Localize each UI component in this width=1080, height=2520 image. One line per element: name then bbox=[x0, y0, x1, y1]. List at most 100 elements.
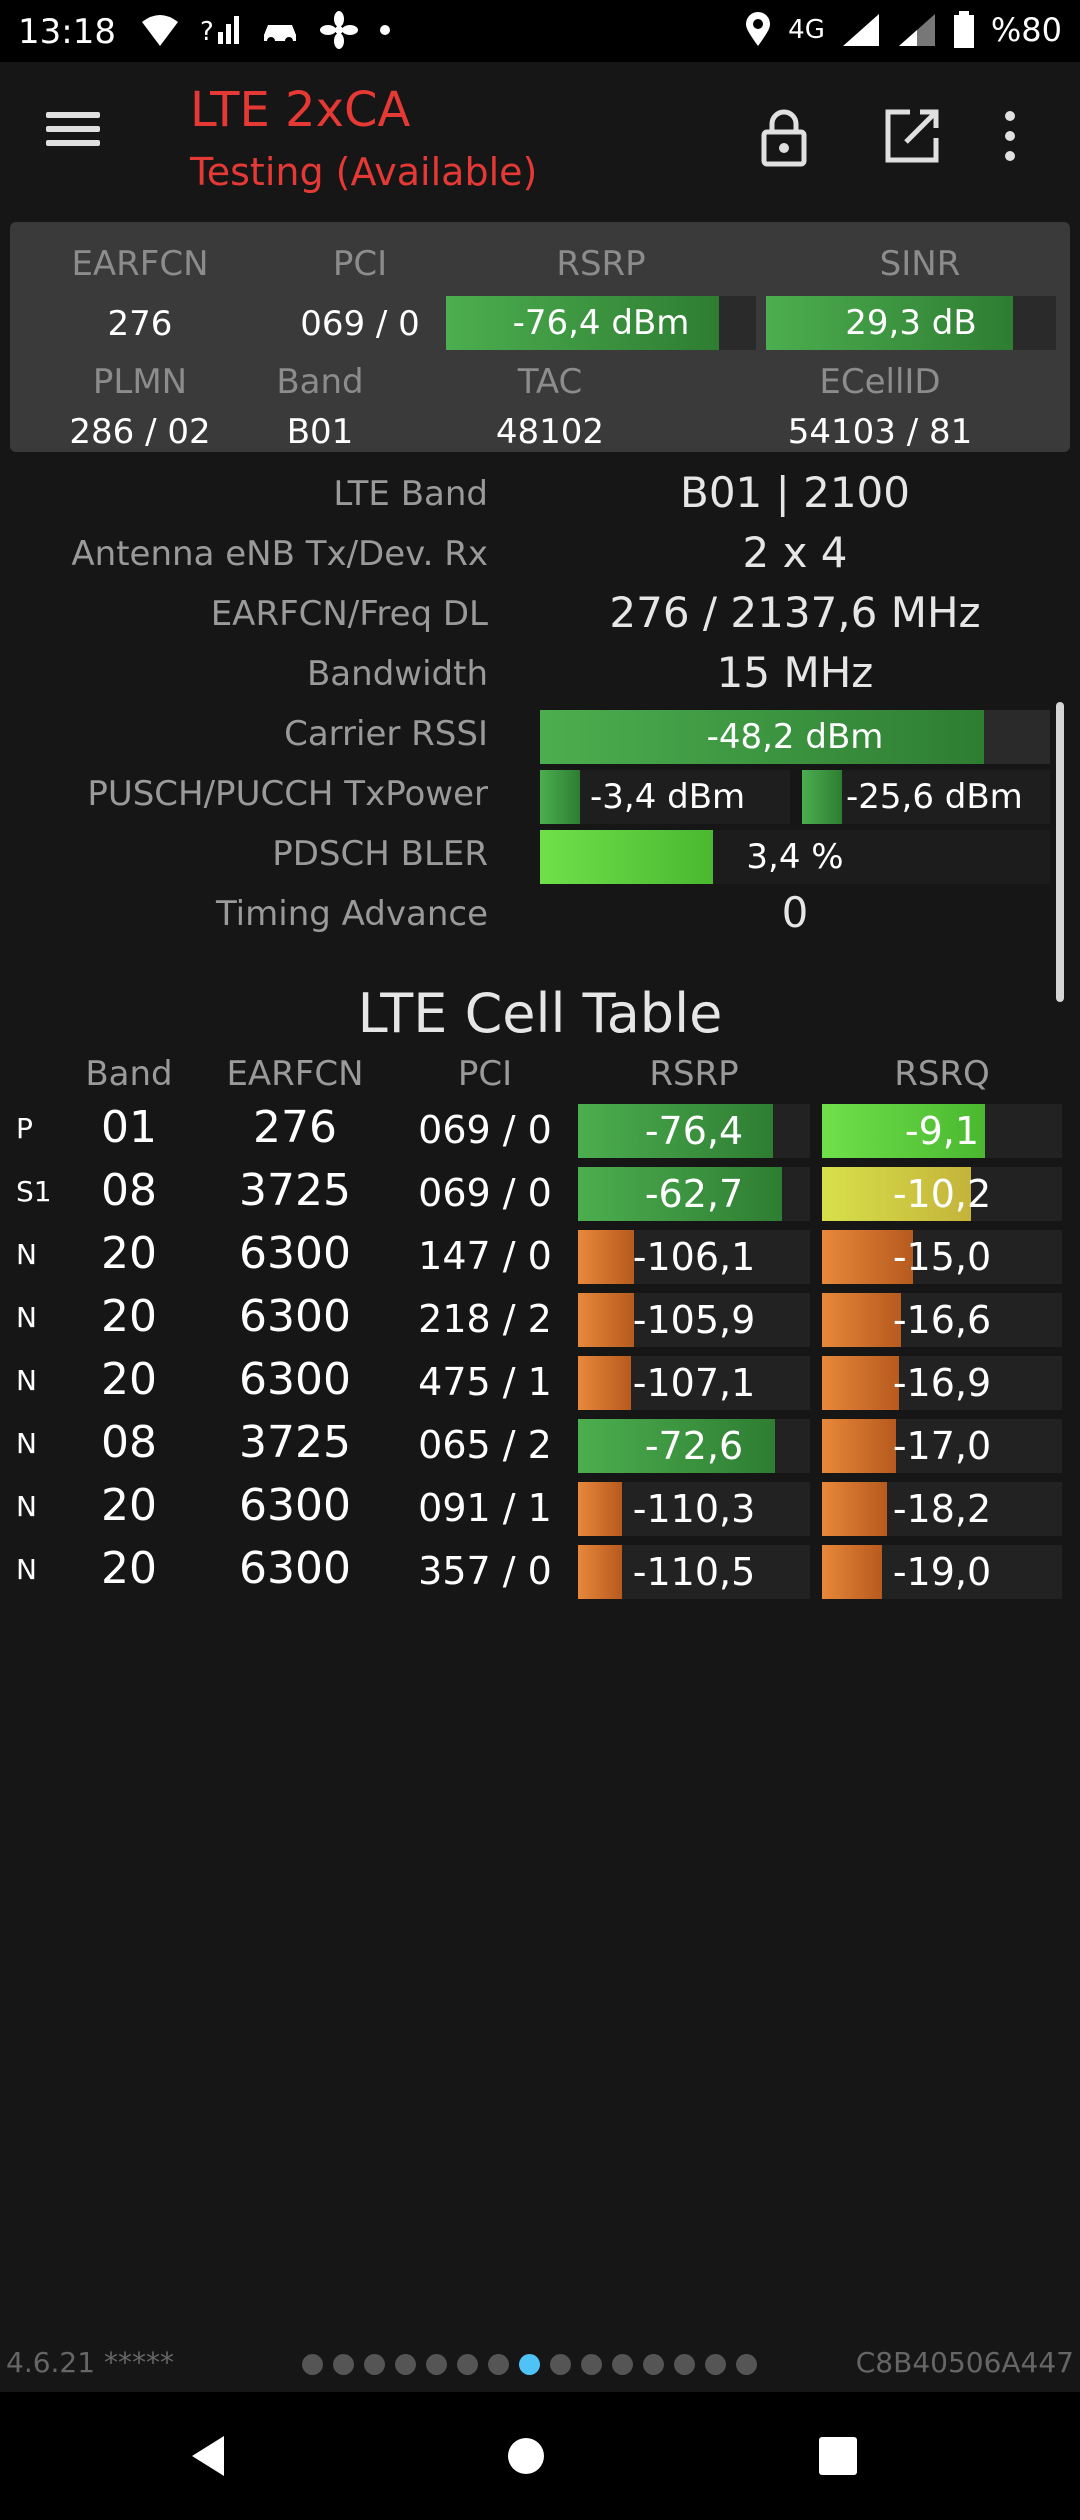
cell-rsrq-bar: -15,0 bbox=[822, 1230, 1062, 1284]
back-button[interactable] bbox=[176, 2422, 244, 2490]
cell-rsrq-bar: -16,9 bbox=[822, 1356, 1062, 1410]
cell-band: 20 bbox=[101, 1543, 157, 1594]
page-dot[interactable] bbox=[612, 2354, 633, 2375]
cell-pci: 475 / 1 bbox=[418, 1360, 552, 1404]
col-band-header: Band bbox=[85, 1054, 173, 1094]
col-pci-header: PCI bbox=[457, 1054, 513, 1094]
cell-rsrp-bar: -110,3 bbox=[578, 1482, 810, 1536]
status-time: 13:18 bbox=[18, 12, 116, 52]
footer: 4.6.21 ***** C8B40506A447 bbox=[0, 2340, 1080, 2392]
cell-type: P bbox=[16, 1112, 33, 1145]
page-dot[interactable] bbox=[550, 2354, 571, 2375]
page-dot[interactable] bbox=[736, 2354, 757, 2375]
page-dot[interactable] bbox=[333, 2354, 354, 2375]
table-row: N 08 3725 065 / 2 -72,6 -17,0 bbox=[0, 1415, 1080, 1477]
cell-pci: 357 / 0 bbox=[418, 1549, 552, 1593]
cell-rsrq-value: -15,0 bbox=[892, 1235, 992, 1279]
cell-rsrp-fill bbox=[578, 1356, 632, 1410]
cell-pci: 069 / 0 bbox=[418, 1108, 552, 1152]
cell-rsrq-value: -19,0 bbox=[892, 1550, 992, 1594]
table-row: N 20 6300 147 / 0 -106,1 -15,0 bbox=[0, 1226, 1080, 1288]
page-dot-active[interactable] bbox=[519, 2354, 540, 2375]
battery-level: %80 bbox=[990, 11, 1062, 49]
carrier-rssi-fill bbox=[540, 710, 984, 764]
pusch-power-bar: -3,4 dBm bbox=[540, 770, 790, 824]
page-dot[interactable] bbox=[488, 2354, 509, 2375]
battery-icon bbox=[953, 11, 975, 49]
menu-button[interactable] bbox=[36, 104, 110, 164]
lock-icon bbox=[761, 109, 807, 167]
back-icon bbox=[192, 2436, 224, 2476]
scroll-indicator[interactable] bbox=[1056, 702, 1064, 1002]
home-icon bbox=[508, 2438, 544, 2474]
table-row: N 20 6300 475 / 1 -107,1 -16,9 bbox=[0, 1352, 1080, 1414]
summary-rsrp-fill bbox=[446, 296, 719, 350]
bler-value: 3,4 % bbox=[746, 837, 844, 877]
table-row: N 20 6300 357 / 0 -110,5 -19,0 bbox=[0, 1541, 1080, 1603]
antenna-value: 2 x 4 bbox=[742, 528, 848, 577]
summary-tac-header: TAC bbox=[517, 362, 583, 402]
cell-rsrp-value: -110,3 bbox=[632, 1487, 756, 1531]
lte-band-value: B01 | 2100 bbox=[680, 468, 910, 517]
cell-rsrp-value: -105,9 bbox=[632, 1298, 756, 1342]
page-dot[interactable] bbox=[302, 2354, 323, 2375]
cell-rsrq-value: -16,9 bbox=[892, 1361, 992, 1405]
summary-tac-value: 48102 bbox=[495, 412, 605, 452]
network-type: 4G bbox=[788, 15, 825, 45]
timing-advance-label: Timing Advance bbox=[215, 894, 488, 934]
page-dot[interactable] bbox=[674, 2354, 695, 2375]
summary-panel: EARFCN PCI RSRP SINR 276 069 / 0 -76,4 d… bbox=[10, 222, 1070, 452]
summary-rsrp-bar: -76,4 dBm bbox=[446, 296, 756, 350]
cell-rsrp-bar: -62,7 bbox=[578, 1167, 810, 1221]
summary-earfcn-value: 276 bbox=[107, 304, 173, 344]
home-button[interactable] bbox=[492, 2422, 560, 2490]
page-dot[interactable] bbox=[395, 2354, 416, 2375]
cell-band: 20 bbox=[101, 1480, 157, 1531]
cell-rsrp-value: -62,7 bbox=[644, 1172, 744, 1216]
cell-rsrp-value: -76,4 bbox=[644, 1109, 744, 1153]
cell-rsrq-fill bbox=[822, 1419, 897, 1473]
app-bar: LTE 2xCA Testing (Available) bbox=[0, 62, 1080, 212]
page-dot[interactable] bbox=[457, 2354, 478, 2375]
summary-sinr-fill bbox=[766, 296, 1013, 350]
recents-button[interactable] bbox=[804, 2422, 872, 2490]
cell-pci: 147 / 0 bbox=[418, 1234, 552, 1278]
cell-rsrq-value: -9,1 bbox=[904, 1109, 980, 1153]
summary-band-value: B01 bbox=[286, 412, 354, 452]
cell-rsrp-fill bbox=[578, 1104, 773, 1158]
open-external-button[interactable] bbox=[880, 104, 944, 168]
cell-band: 08 bbox=[101, 1417, 157, 1468]
more-options-button[interactable] bbox=[990, 104, 1030, 168]
status-bar: 13:18 ? 4G %80 bbox=[0, 0, 1080, 62]
page-dot[interactable] bbox=[581, 2354, 602, 2375]
cell-pci: 065 / 2 bbox=[418, 1423, 552, 1467]
page-dot[interactable] bbox=[705, 2354, 726, 2375]
summary-pci-value: 069 / 0 bbox=[300, 304, 420, 344]
cell-rsrp-fill bbox=[578, 1545, 623, 1599]
car-icon bbox=[260, 15, 300, 45]
table-row: N 20 6300 218 / 2 -105,9 -16,6 bbox=[0, 1289, 1080, 1351]
page-dot[interactable] bbox=[426, 2354, 447, 2375]
cell-rsrq-value: -16,6 bbox=[892, 1298, 992, 1342]
table-row: P 01 276 069 / 0 -76,4 -9,1 bbox=[0, 1100, 1080, 1162]
recents-icon bbox=[819, 2437, 857, 2475]
cell-rsrp-fill bbox=[578, 1293, 634, 1347]
cell-rsrp-bar: -106,1 bbox=[578, 1230, 810, 1284]
cell-band: 20 bbox=[101, 1354, 157, 1405]
cell-rsrp-value: -110,5 bbox=[632, 1550, 756, 1594]
bler-label: PDSCH BLER bbox=[272, 834, 488, 874]
app-title: LTE 2xCA bbox=[190, 82, 411, 138]
signal-icon-2 bbox=[897, 12, 937, 48]
bandwidth-value: 15 MHz bbox=[716, 648, 874, 697]
cell-band: 20 bbox=[101, 1291, 157, 1342]
menu-icon bbox=[46, 112, 100, 118]
cell-rsrq-value: -17,0 bbox=[892, 1424, 992, 1468]
page-dot[interactable] bbox=[364, 2354, 385, 2375]
app-version: 4.6.21 ***** bbox=[6, 2346, 174, 2379]
cell-earfcn: 6300 bbox=[239, 1228, 351, 1279]
cell-rsrp-bar: -107,1 bbox=[578, 1356, 810, 1410]
lock-button[interactable] bbox=[752, 104, 816, 168]
cell-type: N bbox=[16, 1490, 37, 1523]
summary-sinr-value: 29,3 dB bbox=[845, 303, 977, 343]
page-dot[interactable] bbox=[643, 2354, 664, 2375]
